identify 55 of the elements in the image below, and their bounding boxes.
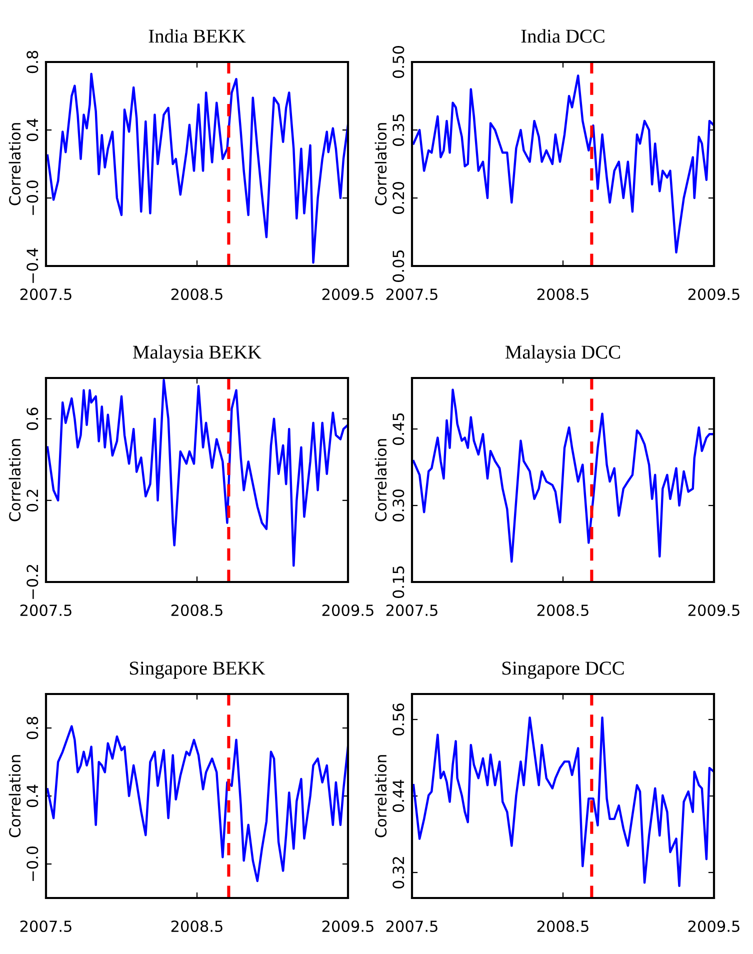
x-tick-label: 2009.5 (322, 604, 374, 616)
x-tick-label: 2008.5 (537, 288, 588, 300)
x-tick-label: 2007.5 (386, 604, 438, 616)
y-tick-label: 0.45 (392, 413, 404, 445)
y-tick-label: 0.44 (392, 780, 404, 812)
x-tick-label: 2008.5 (537, 604, 588, 616)
chart-title: Singapore BEKK (130, 662, 266, 679)
y-tick-label: 0.8 (26, 50, 38, 74)
chart-title: India BEKK (148, 29, 246, 43)
chart-title: Singapore DCC (502, 662, 624, 679)
y-tick-label: 0.30 (392, 490, 404, 522)
x-tick-label: 2008.5 (171, 920, 222, 932)
y-axis-title: Correlation (374, 123, 387, 206)
y-tick-label: 0.20 (392, 182, 404, 214)
line-series (46, 72, 348, 264)
y-axis-title: Correlation (8, 123, 21, 206)
y-tick-label: 0.4 (26, 118, 38, 142)
x-tick-label: 2007.5 (20, 920, 72, 932)
x-tick-label: 2009.5 (322, 920, 374, 932)
x-tick-label: 2007.5 (20, 604, 72, 616)
y-tick-label: −0.4 (26, 248, 38, 283)
x-tick-label: 2007.5 (386, 288, 438, 300)
y-axis-title: Correlation (8, 755, 21, 838)
y-tick-label: 0.05 (392, 250, 404, 282)
y-tick-label: 0.2 (26, 490, 38, 512)
x-tick-label: 2009.5 (322, 288, 374, 300)
x-tick-label: 2009.5 (688, 604, 740, 616)
y-tick-label: 0.35 (392, 114, 404, 146)
chart-title: Malaysia BEKK (133, 345, 262, 363)
y-tick-label: 0.6 (26, 408, 38, 430)
y-tick-label: 0.4 (26, 784, 38, 808)
y-tick-label: 0.50 (392, 46, 404, 78)
line-series (412, 716, 714, 887)
chart-title: India DCC (521, 29, 604, 43)
y-axis-title: Correlation (374, 439, 387, 522)
y-tick-label: 0.32 (392, 857, 404, 888)
x-tick-label: 2008.5 (171, 288, 222, 300)
line-series (412, 388, 714, 563)
x-tick-label: 2008.5 (537, 920, 588, 932)
x-tick-label: 2009.5 (688, 288, 740, 300)
y-tick-label: 0.56 (392, 703, 404, 736)
x-tick-label: 2007.5 (20, 288, 72, 300)
x-tick-label: 2007.5 (386, 920, 438, 932)
y-tick-label: −0.2 (26, 564, 38, 599)
y-axis-title: Correlation (374, 755, 387, 838)
y-tick-label: 0.15 (392, 566, 404, 598)
y-tick-label: −0.0 (26, 846, 38, 881)
x-tick-label: 2009.5 (688, 920, 740, 932)
y-tick-label: 0.8 (26, 716, 38, 740)
y-axis-title: Correlation (8, 439, 21, 522)
x-tick-label: 2008.5 (171, 604, 222, 616)
line-series (412, 74, 714, 254)
line-series (46, 725, 348, 882)
y-tick-label: −0.0 (26, 180, 38, 215)
chart-title: Malaysia DCC (506, 345, 620, 363)
